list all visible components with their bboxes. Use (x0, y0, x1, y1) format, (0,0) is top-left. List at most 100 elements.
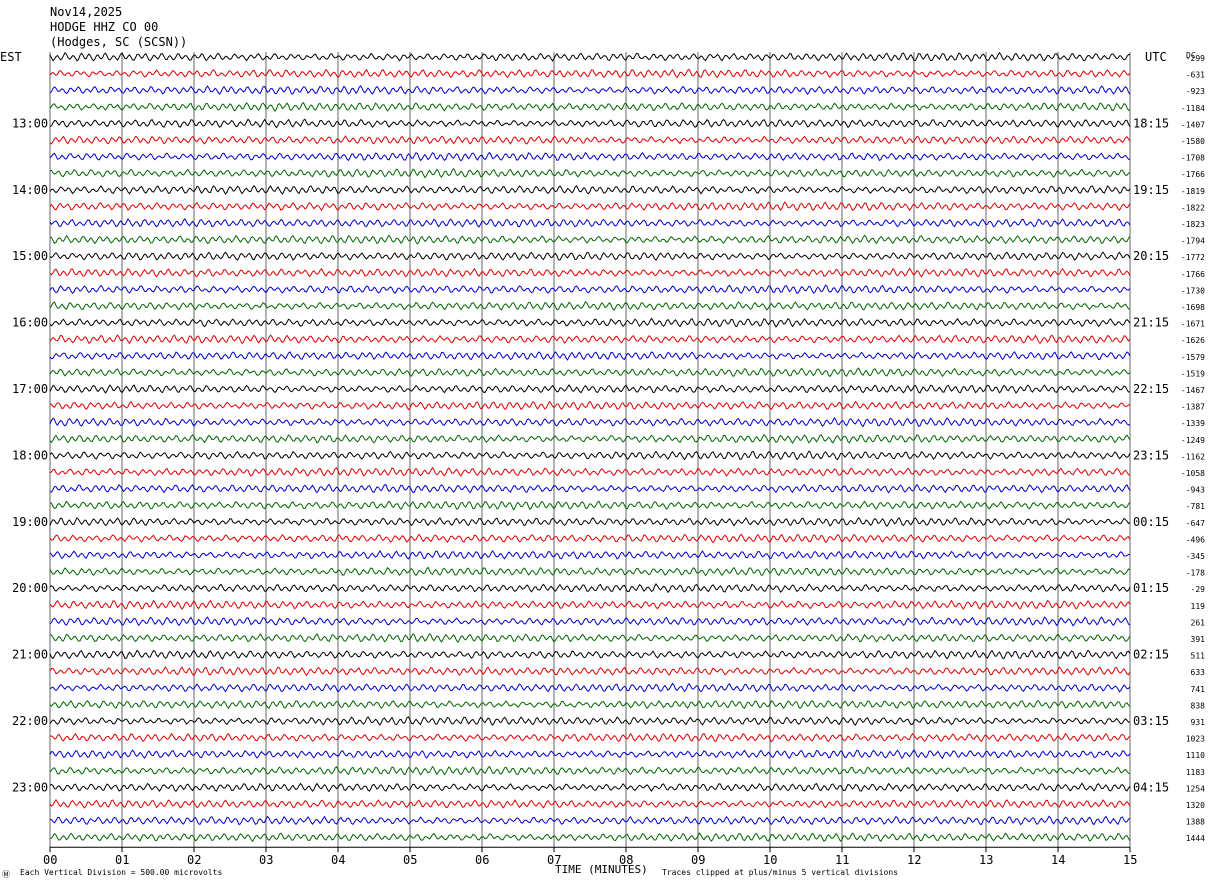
right-hour-label-5: 23:15 (1133, 448, 1169, 462)
trace-38 (49, 682, 1131, 693)
trace-22 (49, 417, 1131, 428)
dc-offset-15: -1698 (1181, 303, 1205, 312)
trace-28 (49, 516, 1131, 527)
dc-offset-39: 838 (1191, 701, 1206, 710)
left-hour-label-0: 13:00 (12, 116, 48, 130)
dc-offset-6: -1708 (1181, 154, 1205, 163)
dc-offset-21: -1387 (1181, 403, 1205, 412)
dc-offset-34: 261 (1191, 618, 1206, 627)
dc-offset-43: 1183 (1186, 768, 1205, 777)
dc-offset-24: -1162 (1181, 452, 1205, 461)
dc-offset-13: -1766 (1181, 270, 1205, 279)
x-axis-title: TIME (MINUTES) (555, 863, 648, 876)
dc-offset-47: 1444 (1186, 834, 1205, 843)
right-hour-label-10: 04:15 (1133, 780, 1169, 794)
left-hour-label-8: 21:00 (12, 648, 48, 662)
right-hour-label-3: 21:15 (1133, 316, 1169, 330)
right-hour-label-2: 20:15 (1133, 249, 1169, 263)
x-tick-label-06: 06 (475, 853, 489, 867)
trace-40 (49, 716, 1131, 726)
dc-offset-20: -1467 (1181, 386, 1205, 395)
trace-17 (49, 334, 1131, 345)
trace-46 (49, 815, 1131, 826)
trace-30 (49, 550, 1131, 560)
dc-offset-11: -1794 (1181, 237, 1205, 246)
left-hour-label-3: 16:00 (12, 316, 48, 330)
trace-43 (49, 765, 1131, 776)
left-hour-label-9: 22:00 (12, 714, 48, 728)
dc-offset-31: -178 (1186, 569, 1205, 578)
trace-21 (49, 400, 1131, 411)
trace-32 (49, 583, 1131, 594)
header-date: Nov14,2025 (50, 5, 122, 19)
left-hour-label-6: 19:00 (12, 515, 48, 529)
dc-offset-0: -299 (1186, 54, 1205, 63)
right-hour-label-9: 03:15 (1133, 714, 1169, 728)
trace-10 (49, 218, 1131, 228)
trace-11 (49, 234, 1131, 245)
dc-offset-18: -1579 (1181, 353, 1205, 362)
dc-offset-26: -943 (1186, 486, 1205, 495)
right-hour-label-4: 22:15 (1133, 382, 1169, 396)
trace-36 (49, 649, 1131, 660)
x-tick-label-11: 11 (835, 853, 849, 867)
right-hour-label-7: 01:15 (1133, 581, 1169, 595)
dc-offset-46: 1388 (1186, 818, 1205, 827)
trace-6 (49, 151, 1131, 162)
dc-offset-14: -1730 (1181, 286, 1205, 295)
x-tick-label-01: 01 (115, 853, 129, 867)
footer-mark: Ⓜ (2, 870, 10, 879)
x-tick-label-12: 12 (907, 853, 921, 867)
dc-offset-27: -781 (1186, 502, 1205, 511)
left-hour-label-7: 20:00 (12, 581, 48, 595)
trace-7 (49, 167, 1131, 179)
right-hour-label-6: 00:15 (1133, 515, 1169, 529)
x-tick-label-05: 05 (403, 853, 417, 867)
left-hour-label-10: 23:00 (12, 780, 48, 794)
dc-offset-5: -1580 (1181, 137, 1205, 146)
dc-offset-33: 119 (1191, 602, 1206, 611)
x-tick-label-04: 04 (331, 853, 345, 867)
dc-offset-16: -1671 (1181, 320, 1205, 329)
dc-offset-10: -1823 (1181, 220, 1205, 229)
x-tick-label-07: 07 (547, 853, 561, 867)
dc-offset-2: -923 (1186, 87, 1205, 96)
trace-19 (49, 367, 1131, 378)
dc-offset-41: 1023 (1186, 735, 1205, 744)
right-hour-label-8: 02:15 (1133, 648, 1169, 662)
trace-31 (49, 566, 1131, 577)
trace-12 (49, 251, 1131, 262)
trace-37 (49, 666, 1131, 677)
trace-34 (49, 616, 1131, 627)
dc-offset-36: 511 (1191, 652, 1206, 661)
dc-offset-9: -1822 (1181, 203, 1205, 212)
x-axis: 00 01 02 03 04 05 06 07 08 09 10 11 12 13 14 15 (43, 846, 1137, 867)
dc-offset-29: -496 (1186, 535, 1205, 544)
dc-offset-1: -631 (1186, 71, 1205, 80)
trace-35 (49, 633, 1131, 643)
left-hour-label-5: 18:00 (12, 448, 48, 462)
x-tick-label-14: 14 (1051, 853, 1065, 867)
dc-offset-25: -1058 (1181, 469, 1205, 478)
dc-offset-45: 1320 (1186, 801, 1205, 810)
trace-42 (49, 748, 1131, 760)
dc-offset-38: 741 (1191, 685, 1206, 694)
dc-offset-22: -1339 (1181, 419, 1205, 428)
trace-5 (49, 135, 1131, 145)
seismic-traces (49, 51, 1131, 843)
x-tick-label-02: 02 (187, 853, 201, 867)
header-station: HODGE HHZ CO 00 (50, 20, 158, 34)
trace-39 (49, 700, 1131, 710)
x-tick-label-08: 08 (619, 853, 633, 867)
dc-offset-32: -29 (1191, 585, 1206, 594)
dc-offset-3: -1184 (1181, 104, 1205, 113)
x-tick-label-03: 03 (259, 853, 273, 867)
trace-44 (49, 782, 1131, 793)
trace-9 (49, 201, 1131, 212)
trace-1 (49, 68, 1131, 79)
trace-24 (49, 450, 1131, 461)
x-tick-label-13: 13 (979, 853, 993, 867)
dc-offset-42: 1110 (1186, 751, 1205, 760)
dc-offset-19: -1519 (1181, 369, 1205, 378)
